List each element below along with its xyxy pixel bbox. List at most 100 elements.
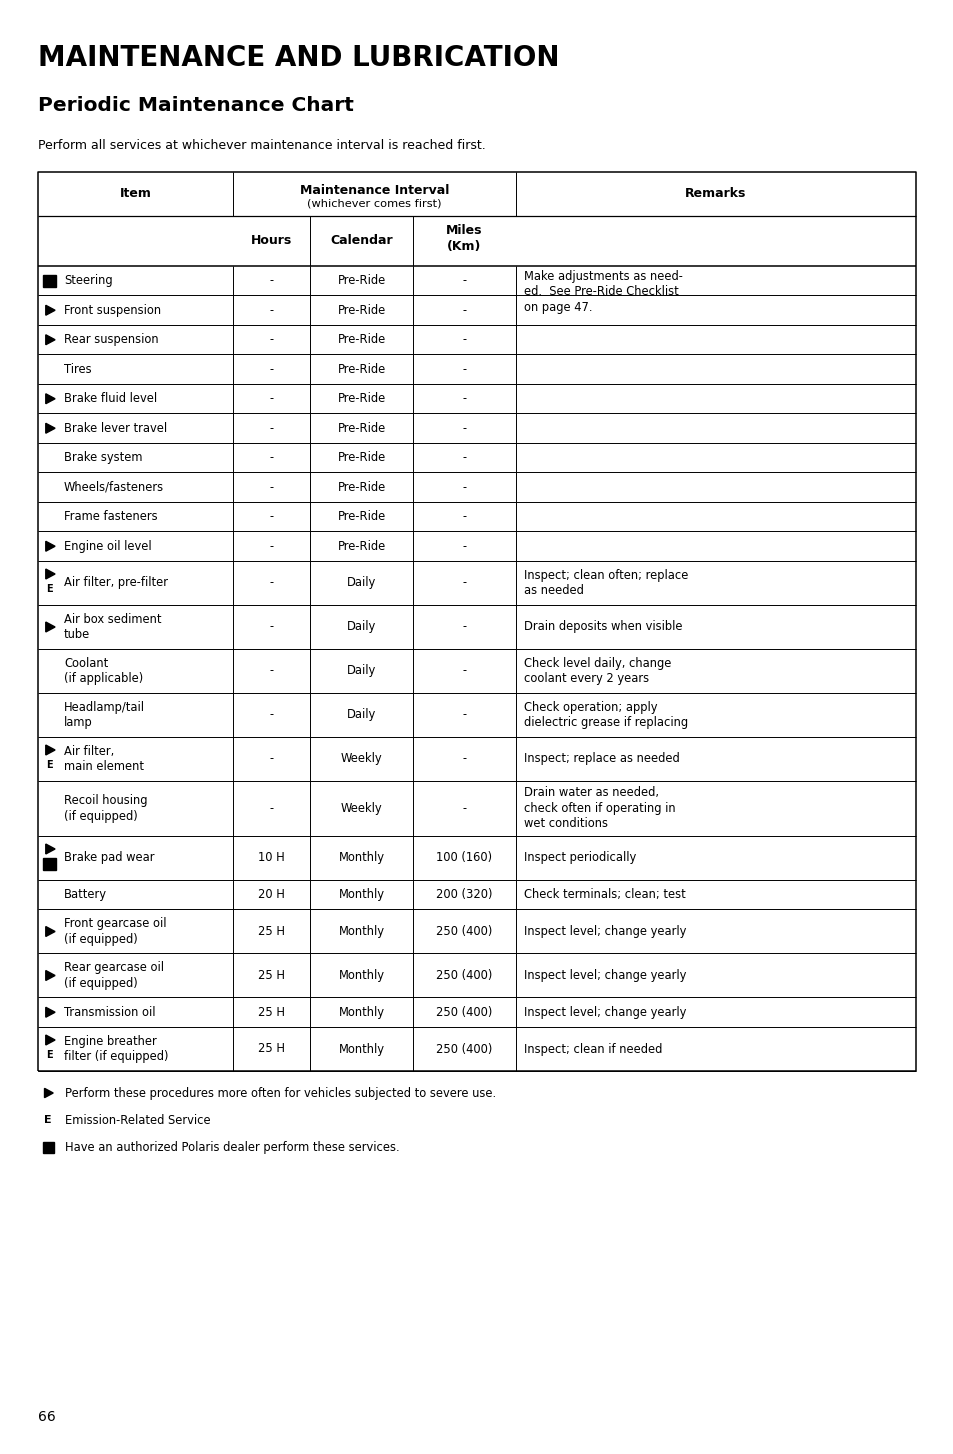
Text: Daily: Daily [347,664,375,678]
Text: Emission-Related Service: Emission-Related Service [65,1114,211,1127]
Text: E: E [46,760,52,771]
Polygon shape [46,744,55,755]
Polygon shape [46,926,55,936]
Text: -: - [269,275,274,288]
Text: Pre-Ride: Pre-Ride [337,275,385,288]
Text: Drain deposits when visible: Drain deposits when visible [523,621,681,634]
Text: -: - [269,708,274,721]
Text: 10 H: 10 H [258,852,285,865]
Text: Check terminals; clean; test: Check terminals; clean; test [523,888,684,901]
Text: E: E [44,1115,51,1125]
Text: Monthly: Monthly [338,1043,384,1056]
Text: -: - [461,451,466,464]
Text: 25 H: 25 H [257,925,285,938]
Text: Have an authorized Polaris dealer perform these services.: Have an authorized Polaris dealer perfor… [65,1140,399,1153]
Text: -: - [269,803,274,816]
Text: -: - [461,304,466,317]
Polygon shape [46,334,55,345]
Text: 250 (400): 250 (400) [436,968,492,981]
Text: Inspect level; change yearly: Inspect level; change yearly [523,925,685,938]
Text: -: - [461,481,466,494]
Text: Check operation; apply
dielectric grease if replacing: Check operation; apply dielectric grease… [523,701,687,730]
Text: Pre-Ride: Pre-Ride [337,481,385,494]
Text: -: - [461,753,466,765]
Text: Transmission oil: Transmission oil [64,1006,155,1019]
Text: Frame fasteners: Frame fasteners [64,510,157,523]
Text: -: - [269,362,274,375]
Text: -: - [461,803,466,816]
Polygon shape [46,569,55,579]
Text: Weekly: Weekly [340,753,382,765]
Text: Inspect; clean if needed: Inspect; clean if needed [523,1043,661,1056]
Text: Pre-Ride: Pre-Ride [337,451,385,464]
Polygon shape [43,1141,53,1153]
Text: Engine breather
filter (if equipped): Engine breather filter (if equipped) [64,1035,169,1063]
Text: Air filter,
main element: Air filter, main element [64,744,144,774]
Text: 200 (320): 200 (320) [436,888,492,901]
Polygon shape [46,622,55,632]
Text: Monthly: Monthly [338,925,384,938]
Polygon shape [46,394,55,404]
Text: 25 H: 25 H [257,1006,285,1019]
Text: -: - [269,333,274,346]
Text: Brake system: Brake system [64,451,142,464]
Text: -: - [269,621,274,634]
Text: -: - [269,539,274,553]
Text: 250 (400): 250 (400) [436,1006,492,1019]
Text: -: - [269,481,274,494]
Text: Pre-Ride: Pre-Ride [337,333,385,346]
Text: -: - [461,664,466,678]
Text: -: - [461,333,466,346]
Text: -: - [269,510,274,523]
Text: -: - [461,708,466,721]
Text: Pre-Ride: Pre-Ride [337,362,385,375]
Text: Pre-Ride: Pre-Ride [337,510,385,523]
Text: Weekly: Weekly [340,803,382,816]
Text: -: - [269,422,274,435]
Text: Steering: Steering [64,275,112,288]
Text: Inspect; clean often; replace
as needed: Inspect; clean often; replace as needed [523,569,687,598]
Text: Miles: Miles [446,224,482,237]
Text: Tires: Tires [64,362,91,375]
Text: Periodic Maintenance Chart: Periodic Maintenance Chart [38,96,354,115]
Text: Brake fluid level: Brake fluid level [64,393,157,406]
Text: -: - [461,275,466,288]
Text: Front suspension: Front suspension [64,304,161,317]
Text: Perform all services at whichever maintenance interval is reached first.: Perform all services at whichever mainte… [38,140,485,153]
Text: 66: 66 [38,1410,55,1423]
Text: Hours: Hours [251,234,292,247]
Polygon shape [45,1089,53,1098]
Text: Rear gearcase oil
(if equipped): Rear gearcase oil (if equipped) [64,961,164,990]
Text: 250 (400): 250 (400) [436,925,492,938]
Text: Monthly: Monthly [338,968,384,981]
Text: Inspect; replace as needed: Inspect; replace as needed [523,753,679,765]
Text: Battery: Battery [64,888,107,901]
Text: -: - [269,393,274,406]
Text: -: - [461,510,466,523]
Text: Pre-Ride: Pre-Ride [337,393,385,406]
Text: (whichever comes first): (whichever comes first) [307,199,441,209]
Text: Calendar: Calendar [330,234,393,247]
Text: Engine oil level: Engine oil level [64,539,152,553]
Text: 20 H: 20 H [258,888,285,901]
Text: -: - [269,576,274,589]
Text: Daily: Daily [347,621,375,634]
Text: Air filter, pre-filter: Air filter, pre-filter [64,576,168,589]
Text: MAINTENANCE AND LUBRICATION: MAINTENANCE AND LUBRICATION [38,44,558,73]
Text: (Km): (Km) [447,240,481,253]
Polygon shape [46,970,55,980]
Text: Recoil housing
(if equipped): Recoil housing (if equipped) [64,794,148,823]
Text: E: E [46,585,52,595]
Polygon shape [46,1008,55,1018]
Polygon shape [46,423,55,433]
Text: -: - [461,576,466,589]
Text: Coolant
(if applicable): Coolant (if applicable) [64,657,143,685]
Text: Monthly: Monthly [338,1006,384,1019]
Text: Brake lever travel: Brake lever travel [64,422,167,435]
Text: -: - [269,451,274,464]
Text: Pre-Ride: Pre-Ride [337,304,385,317]
Polygon shape [43,858,55,869]
Text: -: - [269,304,274,317]
Text: -: - [461,621,466,634]
Text: Perform these procedures more often for vehicles subjected to severe use.: Perform these procedures more often for … [65,1086,496,1099]
